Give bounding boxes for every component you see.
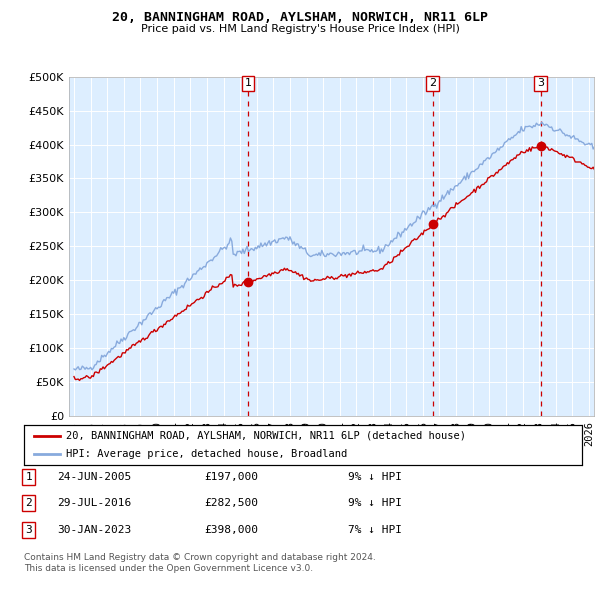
Text: 20, BANNINGHAM ROAD, AYLSHAM, NORWICH, NR11 6LP (detached house): 20, BANNINGHAM ROAD, AYLSHAM, NORWICH, N… (66, 431, 466, 441)
Text: 1: 1 (25, 472, 32, 481)
Text: 1: 1 (245, 78, 251, 88)
Text: Price paid vs. HM Land Registry's House Price Index (HPI): Price paid vs. HM Land Registry's House … (140, 24, 460, 34)
Text: 29-JUL-2016: 29-JUL-2016 (57, 499, 131, 508)
Text: £398,000: £398,000 (204, 525, 258, 535)
Text: Contains HM Land Registry data © Crown copyright and database right 2024.
This d: Contains HM Land Registry data © Crown c… (24, 553, 376, 573)
Text: 9% ↓ HPI: 9% ↓ HPI (348, 499, 402, 508)
Text: £282,500: £282,500 (204, 499, 258, 508)
Text: 30-JAN-2023: 30-JAN-2023 (57, 525, 131, 535)
Text: 9% ↓ HPI: 9% ↓ HPI (348, 472, 402, 481)
Text: 3: 3 (25, 525, 32, 535)
Text: 2: 2 (429, 78, 436, 88)
Text: 2: 2 (25, 499, 32, 508)
Text: 3: 3 (537, 78, 544, 88)
Text: 24-JUN-2005: 24-JUN-2005 (57, 472, 131, 481)
Text: HPI: Average price, detached house, Broadland: HPI: Average price, detached house, Broa… (66, 449, 347, 459)
Text: 20, BANNINGHAM ROAD, AYLSHAM, NORWICH, NR11 6LP: 20, BANNINGHAM ROAD, AYLSHAM, NORWICH, N… (112, 11, 488, 24)
Text: £197,000: £197,000 (204, 472, 258, 481)
Text: 7% ↓ HPI: 7% ↓ HPI (348, 525, 402, 535)
